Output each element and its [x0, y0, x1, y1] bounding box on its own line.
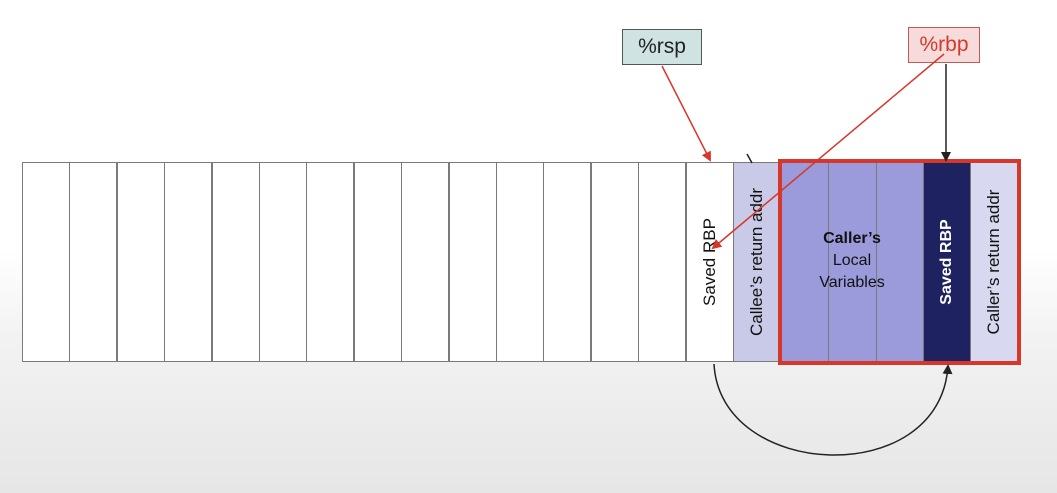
empty-stack-slot — [22, 162, 70, 362]
caller-local-slot — [828, 162, 877, 362]
caller-locals-title: Caller’s — [823, 230, 881, 247]
rsp-pointer-arrow — [661, 65, 711, 162]
empty-stack-slot — [259, 162, 307, 362]
empty-stack-slot — [591, 162, 639, 362]
empty-stack-slot — [638, 162, 686, 362]
callee-return-addr-cell: Callee’s return addr — [733, 162, 781, 362]
caller-return-addr-cell: Caller’s return addr — [970, 162, 1018, 362]
saved-rbp-link-arrow — [713, 363, 953, 456]
caller-locals-line2: Local — [832, 252, 872, 269]
rsp-label-box: %rsp — [622, 29, 702, 65]
empty-stack-slot — [117, 162, 165, 362]
empty-stack-slot — [306, 162, 354, 362]
caller-local-slot — [780, 162, 829, 362]
rsp-label: %rsp — [638, 35, 686, 58]
rbp-label-box: %rbp — [908, 27, 980, 63]
rbp-label: %rbp — [919, 33, 969, 56]
empty-stack-slot — [212, 162, 260, 362]
cursor-mark — [746, 153, 753, 164]
saved-rbp-cell: Saved RBP — [686, 162, 734, 362]
empty-stack-slot — [69, 162, 117, 362]
rbp-to-saved-rbp-arrow — [711, 53, 945, 250]
caller-local-variables-label: Caller’s Local Variables — [782, 228, 922, 294]
empty-stack-slot — [496, 162, 544, 362]
empty-stack-slot — [543, 162, 591, 362]
empty-stack-slot — [449, 162, 497, 362]
caller-locals-line3: Variables — [819, 274, 885, 291]
empty-stack-slot — [401, 162, 449, 362]
empty-stack-slot — [164, 162, 212, 362]
